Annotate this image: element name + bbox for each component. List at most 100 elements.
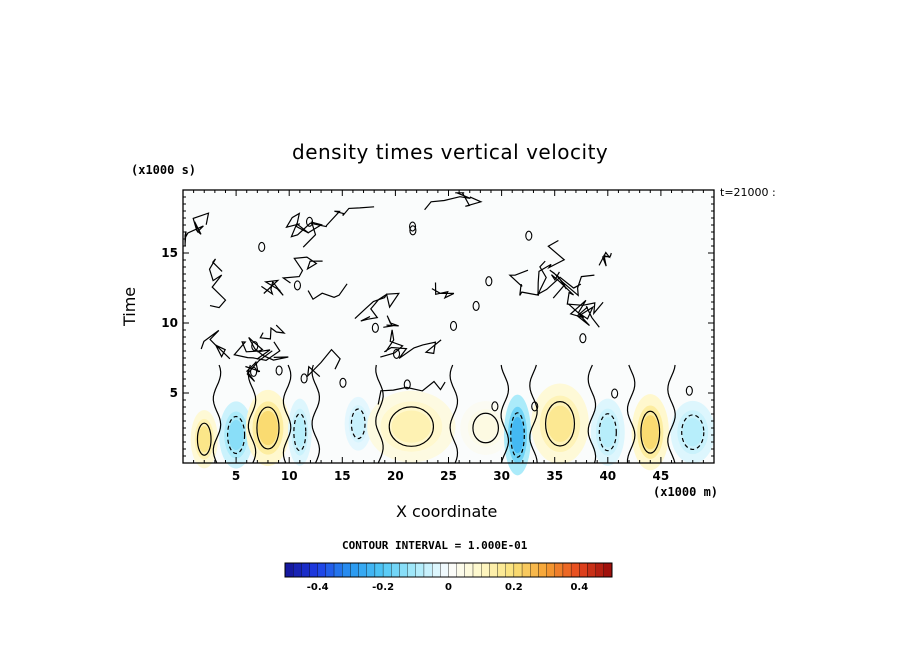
field-lobe [670,400,715,464]
small-contour [392,348,401,359]
field-lobe [631,394,669,471]
small-contour [449,320,458,331]
small-contour [293,280,301,291]
lobe-fill [352,411,365,436]
colorbar-cell [309,562,318,578]
small-contour [403,379,411,390]
zero-contour [248,337,289,361]
colorbar: -0.4 -0.2 0 0.2 0.4 [284,562,613,593]
field-lobe [503,394,532,476]
lobe-fill [641,415,659,450]
negative-contour [293,413,307,452]
x-tick-label: 45 [653,469,670,483]
zero-contour [380,329,404,358]
small-contour [409,225,417,236]
negative-contour [510,412,525,458]
colorbar-cell [497,562,506,578]
small-contour [251,341,259,352]
colorbar-frame [284,562,613,578]
colorbar-cell [350,562,359,578]
lobe-fill [547,405,574,442]
x-tick-label: 10 [281,469,298,483]
zero-contour [508,269,582,296]
field-lobe [344,396,372,451]
x-tick-label: 25 [440,469,457,483]
colorbar-cell [391,562,400,578]
colorbar-tick-label: 0.4 [570,582,588,593]
colorbar-cell [513,562,523,578]
contour-interval-label: CONTOUR INTERVAL = 1.000E-01 [342,539,528,552]
zero-contour [375,364,384,464]
zero-contour [449,364,459,464]
zero-contour [383,315,399,328]
plot-area [183,190,715,476]
colorbar-cell [456,562,465,578]
positive-contour [256,406,280,450]
zero-contour [537,239,566,296]
lobe-fill [474,415,498,441]
x-tick-label: 15 [334,469,351,483]
field-lobe [590,398,625,466]
small-contour [339,377,347,388]
field-lobe [367,390,456,463]
small-contour [275,365,283,376]
colorbar-cell [464,562,474,578]
x-axis-unit: (x1000 m) [653,485,719,499]
y-axis-unit: (x1000 s) [131,163,197,177]
x-tick-label: 20 [387,469,404,483]
colorbar-cell [489,562,498,578]
zero-contour [311,364,321,464]
small-contour [371,322,379,333]
positive-contour [196,422,212,456]
zero-contour [500,364,510,464]
colorbar-cell [440,562,449,578]
zero-contour [212,364,222,464]
small-contour [485,276,493,287]
chart-title: density times vertical velocity [292,140,609,164]
axes: 5 10 15 20 25 30 35 40 45 5 10 15 [161,189,715,483]
x-tick-label: 5 [232,469,240,483]
colorbar-cell [505,562,515,578]
zero-contour [259,324,286,340]
colorbar-cell [358,562,367,578]
colorbar-tick-label: -0.2 [372,582,394,593]
colorbar-cell [342,562,351,578]
colorbar-cell [587,562,596,578]
zero-contour [184,212,210,246]
field-lobe [460,401,512,455]
positive-contour [388,406,435,447]
colorbar-cell [423,562,433,578]
negative-contour [598,413,617,452]
zero-contour [307,283,348,301]
x-tick-label: 30 [493,469,510,483]
colorbar-cell [382,562,392,578]
x-tick-label: 35 [546,469,563,483]
colorbar-cell [595,562,604,578]
field-lobe [287,398,312,466]
colorbar-cell [448,562,457,578]
zero-contour [424,192,483,211]
colorbar-cell [399,562,408,578]
colorbar-cell [407,562,416,578]
negative-contour [350,408,366,440]
small-contour [472,300,480,312]
colorbar-cell [284,562,294,578]
colorbar-cell [603,562,613,578]
colorbar-cell [374,562,384,578]
zero-contour [667,364,676,464]
zero-contour [377,380,446,405]
small-contour [525,230,533,241]
colorbar-cell [530,562,539,578]
small-contour [250,366,258,377]
colorbar-cell [521,562,531,578]
zero-contour [587,364,597,464]
zero-contour [431,282,455,300]
colorbar-cell [472,562,482,578]
colorbar-cell [333,562,343,578]
positive-contour [640,410,661,454]
colorbar-cell [293,562,302,578]
lobe-fill [391,410,432,443]
zero-contour [626,364,636,463]
colorbar-cell [579,562,588,578]
small-contour [491,401,499,412]
